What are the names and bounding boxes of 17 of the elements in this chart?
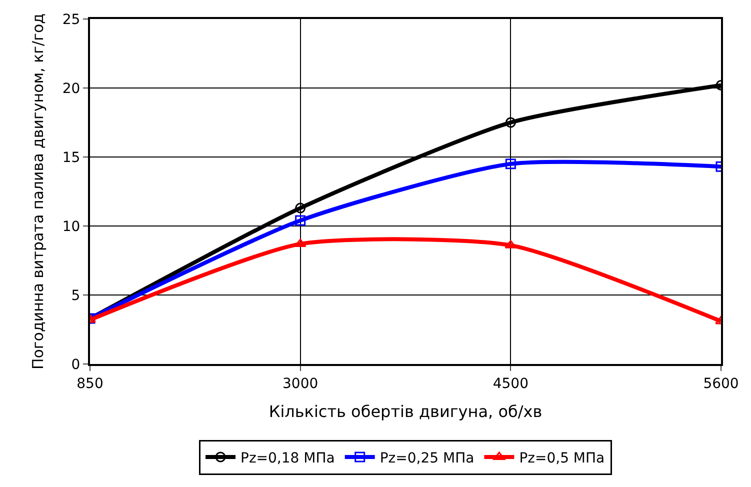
y-tick-label: 5 xyxy=(71,288,80,304)
y-tick-label: 20 xyxy=(62,80,80,97)
x-tick-label: 3000 xyxy=(282,376,318,392)
y-tick-label: 10 xyxy=(62,218,80,235)
point xyxy=(295,202,306,214)
x-tick-label: 850 xyxy=(76,376,104,392)
x-tick-label: 4500 xyxy=(492,376,528,392)
y-tick-label: 0 xyxy=(71,356,80,373)
legend-label: Pz=0,25 МПа xyxy=(380,450,474,466)
y-axis-title: Погодинна витрата палива двигуном, кг/год xyxy=(29,13,48,370)
legend-label: Pz=0,18 МПа xyxy=(240,450,335,466)
legend-label: Pz=0,5 МПа xyxy=(519,450,605,466)
y-tick-label: 15 xyxy=(62,150,80,166)
y-tick-label: 25 xyxy=(62,12,80,28)
x-axis-title: Кількість обертів двигуна, об/хв xyxy=(268,402,542,421)
x-tick-label: 5600 xyxy=(703,376,739,392)
point xyxy=(505,117,516,128)
